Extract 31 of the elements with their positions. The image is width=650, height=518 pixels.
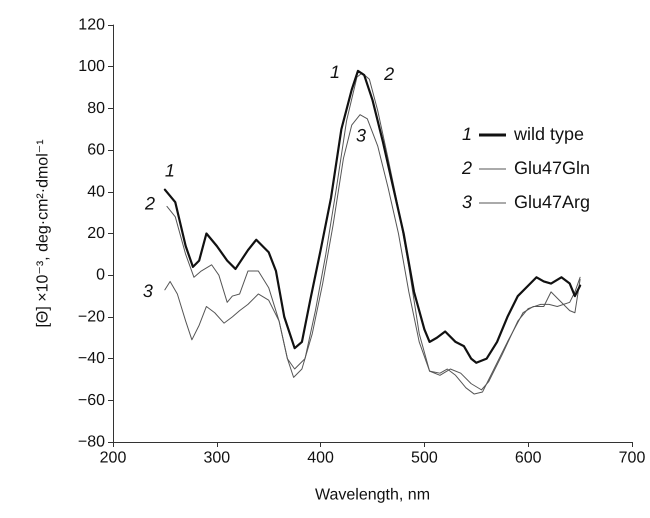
y-tick-label: −40 [78,350,106,368]
y-axis-title: [Θ] ×10⁻³, deg·cm²·dmol⁻¹ [34,139,52,328]
x-tick-label: 300 [203,450,230,466]
y-tick-label: 0 [96,266,106,284]
annotation: 2 [461,158,472,178]
y-tick-label: 120 [78,16,106,34]
annotation: 1 [462,124,472,144]
annotation: 2 [383,64,394,84]
legend-label: Glu47Arg [514,192,590,212]
annotation: 3 [142,280,153,301]
y-tick-label: −60 [78,392,106,409]
y-tick-label: 100 [78,58,106,76]
y-tick-label: −20 [78,308,106,326]
y-tick-label: 20 [87,225,106,242]
y-tick-label: 40 [87,183,106,200]
annotation: 1 [164,160,175,181]
y-tick-label: −80 [78,434,106,450]
x-tick-label: 600 [514,450,542,466]
annotation: 3 [356,126,366,146]
x-axis-title: Wavelength, nm [314,486,430,504]
y-tick-label: 80 [87,100,106,117]
annotation: 3 [462,192,472,212]
x-tick-label: 500 [411,450,438,466]
x-tick-label: 200 [100,450,126,466]
annotation: 1 [330,62,340,82]
legend-label: wild type [513,124,584,144]
x-tick-label: 700 [618,450,646,466]
annotation: 2 [144,193,155,214]
legend-label: Glu47Gln [514,158,590,178]
x-tick-label: 400 [307,450,334,466]
y-tick-label: 60 [87,142,106,159]
